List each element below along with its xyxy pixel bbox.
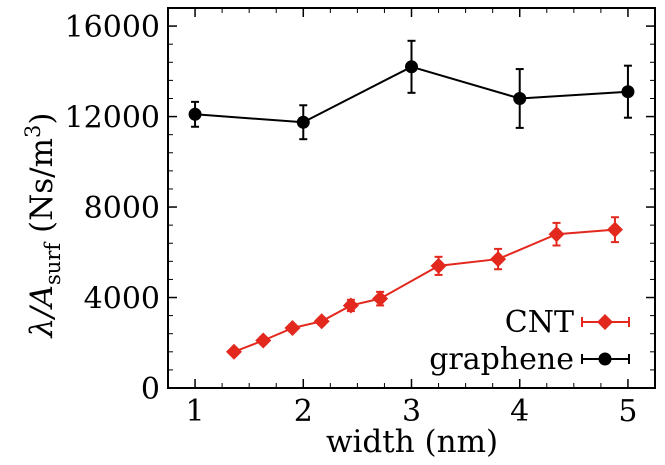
graphene-data-point bbox=[513, 91, 527, 105]
graphene-data-point bbox=[296, 115, 310, 129]
x-tick-label: 5 bbox=[618, 394, 637, 429]
CNT-data-point bbox=[313, 313, 330, 330]
graphene-data-point bbox=[188, 107, 202, 121]
y-tick-label: 8000 bbox=[84, 191, 160, 226]
series-CNT bbox=[226, 216, 623, 360]
axis-ticks: 1 2 3 4 5 0 4000 8000 12000 16000 bbox=[65, 7, 656, 429]
y-tick-label: 0 bbox=[141, 372, 160, 407]
plot-area bbox=[188, 39, 635, 360]
y-tick-label: 4000 bbox=[84, 282, 160, 317]
x-tick-label: 4 bbox=[510, 394, 529, 429]
CNT-data-point bbox=[226, 343, 243, 360]
y-axis-label-unit-sup: 3 bbox=[21, 125, 45, 138]
CNT-data-point bbox=[430, 257, 447, 274]
legend-marker-CNT bbox=[597, 314, 613, 330]
legend-label-CNT: CNT bbox=[505, 305, 574, 340]
CNT-data-point bbox=[255, 332, 272, 349]
y-axis-label-unit: (Ns/m bbox=[24, 138, 60, 243]
x-axis-label: width (nm) bbox=[326, 424, 498, 460]
x-tick-label: 1 bbox=[186, 394, 205, 429]
CNT-data-point bbox=[548, 226, 565, 243]
y-axis-label: λ/Asurf (Ns/m3) bbox=[21, 113, 65, 340]
legend-marker-graphene bbox=[598, 352, 612, 366]
CNT-data-point bbox=[342, 297, 359, 314]
CNT-data-point bbox=[372, 290, 389, 307]
x-tick-label: 3 bbox=[402, 394, 421, 429]
x-tick-label: 2 bbox=[294, 394, 313, 429]
y-tick-label: 16000 bbox=[65, 10, 160, 45]
y-axis-label-sub: surf bbox=[41, 241, 65, 285]
graphene-data-point bbox=[621, 85, 635, 99]
y-axis-label-unit-close: ) bbox=[24, 113, 60, 125]
series-graphene bbox=[188, 39, 635, 141]
y-tick-label: 12000 bbox=[65, 101, 160, 136]
y-axis-label-main: λ/A bbox=[24, 285, 60, 339]
CNT-series-line bbox=[233, 228, 616, 353]
CNT-data-point bbox=[606, 221, 623, 238]
CNT-data-point bbox=[490, 251, 507, 268]
CNT-data-point bbox=[284, 320, 301, 337]
legend-label-graphene: graphene bbox=[429, 342, 574, 377]
graphene-data-point bbox=[405, 60, 418, 74]
